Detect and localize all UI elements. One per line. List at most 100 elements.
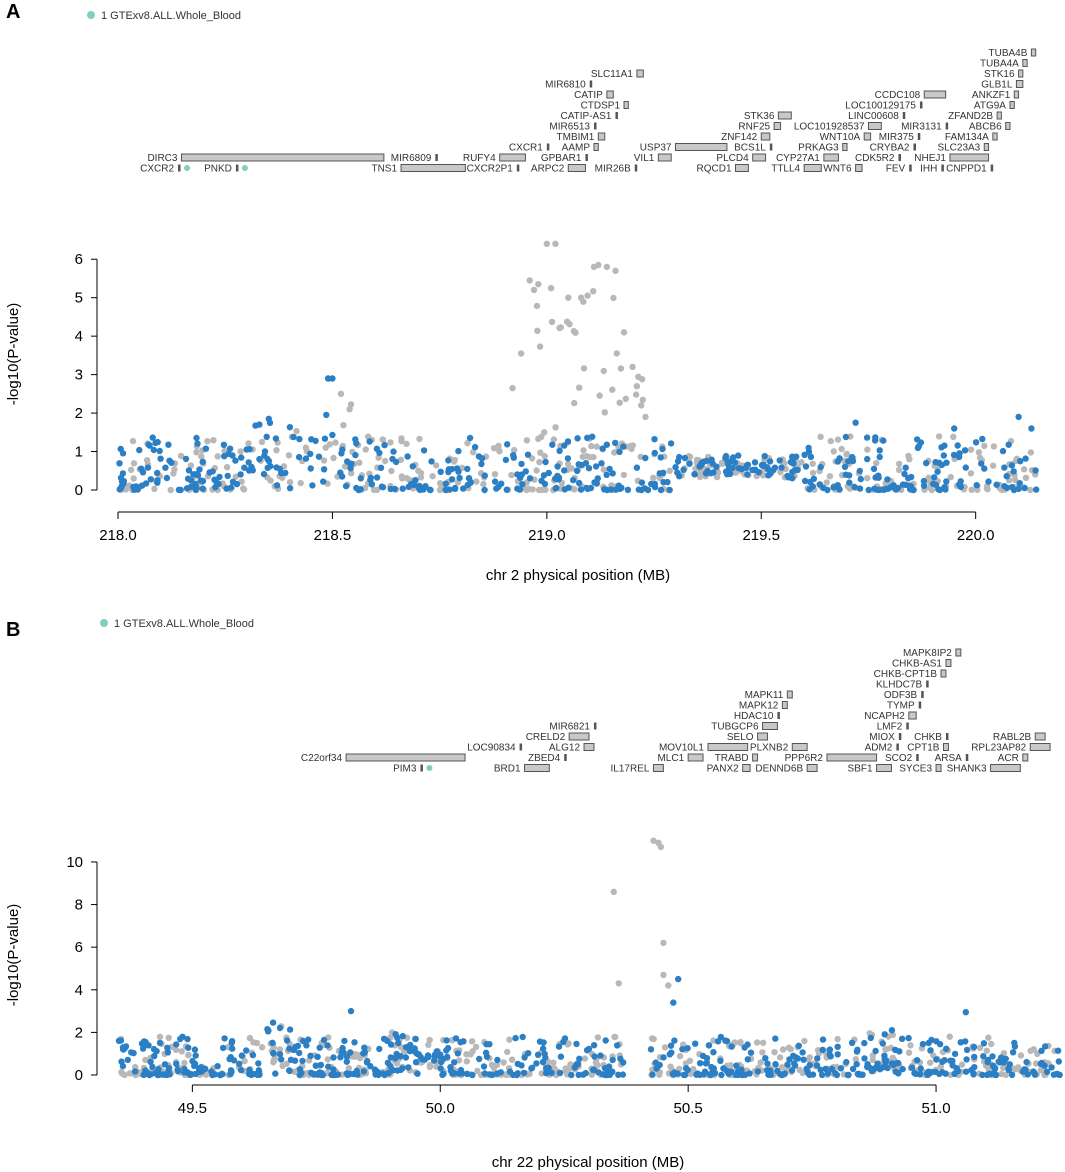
data-point-blue [979,435,986,443]
data-point-blue [236,1060,243,1068]
data-point-grey [536,458,543,466]
gene-label: PNKD [204,164,232,175]
data-point-blue [727,1068,735,1075]
data-point-blue [272,1070,279,1077]
data-point-blue [307,465,314,472]
gene-label: CHKB [914,732,942,743]
data-point-blue [264,464,271,472]
gene-label: TMBIM1 [557,132,595,143]
data-point-grey [603,263,611,271]
data-point-grey [947,473,954,481]
data-point-grey [563,318,571,325]
data-point-blue [405,1064,412,1071]
data-point-grey [267,477,274,484]
gene-body [1005,122,1011,130]
gene-body [935,764,942,772]
data-point-grey [588,442,595,450]
data-point-blue [154,469,161,477]
gene-chkb: CHKB [914,732,949,743]
data-point-blue [957,481,964,489]
gene-tuba4b: TUBA4B [989,48,1037,59]
data-point-blue [585,1045,593,1053]
data-point-blue [928,1036,935,1044]
gene-tymp: TYMP [887,701,922,712]
data-point-blue [584,485,591,493]
data-point-grey [592,1059,600,1066]
gene-label: ZFAND2B [948,111,993,122]
data-point-blue [561,442,568,449]
data-point-blue [573,467,581,475]
data-point-blue [896,1048,903,1055]
data-point-blue [841,463,849,470]
data-point-grey [612,267,619,274]
data-point-blue [822,1065,829,1073]
data-point-blue [177,486,184,494]
data-point-grey [504,1048,511,1056]
gene-body [735,164,749,172]
data-point-blue [602,1037,609,1044]
data-point-grey [130,475,137,482]
data-point-grey [613,350,620,357]
gene-rufy4: RUFY4 [463,153,526,164]
data-point-blue [364,1057,371,1065]
data-point-blue [609,1056,616,1064]
data-point-blue [706,1071,714,1078]
gene-body [965,754,969,761]
gene-body [1030,48,1037,57]
gene-label: CNPPD1 [946,164,987,175]
data-point-blue [744,1056,751,1063]
data-point-grey [838,445,845,453]
data-point-blue [905,1034,912,1042]
data-point-grey [127,466,135,473]
data-point-blue [156,447,163,455]
data-point-blue [901,470,908,478]
data-point-grey [639,396,646,403]
data-point-blue [196,466,203,473]
gene-tuba4a: TUBA4A [980,59,1028,70]
data-point-blue [895,1059,902,1067]
legend-label-a: 1 GTExv8.ALL.Whole_Blood [101,10,241,22]
data-point-blue [580,1071,587,1078]
data-point-blue [951,425,958,432]
data-point-grey [958,1061,966,1068]
data-point-grey [286,479,294,486]
data-point-blue [368,481,376,488]
data-point-blue [717,1057,724,1065]
data-point-blue [151,1052,158,1060]
data-point-grey [843,450,850,457]
data-point-blue [707,470,714,477]
gene-sco2: SCO2 [885,753,919,764]
gene-il17rel: IL17REL [611,764,664,775]
data-point-grey [927,1059,934,1066]
data-point-grey [968,486,975,493]
data-point-grey [340,422,347,429]
x-tick-label: 49.5 [178,1100,207,1117]
data-point-blue [561,467,568,474]
gene-mir26b: MIR26B [595,164,638,175]
x-tick-label: 219.5 [742,527,780,544]
gene-label: AAMP [562,143,591,154]
gene-body [657,153,672,162]
data-point-blue [911,1069,918,1077]
data-point-blue [347,1070,354,1078]
data-point-blue [325,1063,332,1070]
gene-body [917,133,921,140]
data-point-grey [628,445,635,453]
data-point-blue [943,1045,950,1053]
data-point-blue [667,1042,675,1049]
gene-label: DENND6B [755,764,803,775]
data-point-grey [548,318,556,326]
y-tick-label: 5 [75,290,83,307]
data-point-grey [533,302,541,310]
data-point-grey [610,294,617,302]
data-point-blue [243,1047,250,1054]
data-point-blue [276,1051,284,1058]
data-point-blue [789,475,796,482]
gene-label: ARSA [935,753,963,764]
gene-label: MIR375 [879,132,914,143]
data-point-grey [798,459,805,466]
gene-label: IHH [920,164,937,175]
data-point-grey [776,1054,784,1061]
gene-label: CYP27A1 [776,153,820,164]
data-point-blue [416,482,423,490]
